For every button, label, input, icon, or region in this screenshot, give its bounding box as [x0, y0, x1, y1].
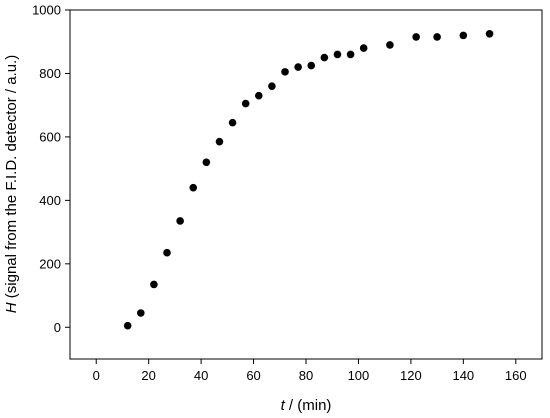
data-point	[320, 53, 329, 62]
x-tick-label: 100	[348, 368, 370, 383]
plot-frame	[69, 9, 543, 360]
x-tick-label: 80	[299, 368, 313, 383]
y-axis-title: H (signal from the F.I.D. detector / a.u…	[3, 55, 20, 313]
data-point	[150, 280, 158, 289]
x-axis-ticks: 0 20 40 60 80 100 120 140 160	[93, 359, 527, 383]
data-point	[412, 33, 420, 41]
data-points	[123, 29, 494, 330]
x-tick-label: 40	[194, 368, 208, 383]
data-point	[281, 68, 289, 76]
y-tick-label: 600	[39, 129, 61, 144]
data-point	[137, 309, 145, 317]
x-tick-label: 20	[141, 368, 155, 383]
data-point	[254, 91, 263, 100]
data-point	[359, 44, 368, 52]
data-point	[333, 50, 342, 59]
data-point	[307, 61, 316, 70]
y-tick-label: 0	[54, 320, 61, 335]
data-point	[202, 158, 211, 167]
x-tick-label: 160	[505, 368, 527, 383]
y-tick-label: 1000	[32, 3, 61, 18]
x-tick-label: 0	[93, 368, 100, 383]
data-point	[386, 41, 394, 49]
x-axis-title: t / (min)	[281, 397, 332, 414]
data-point	[228, 118, 237, 127]
data-point	[485, 29, 494, 38]
data-point	[346, 50, 355, 59]
y-tick-label: 200	[39, 256, 61, 271]
x-tick-label: 140	[452, 368, 474, 383]
data-point	[123, 321, 132, 330]
x-tick-label: 60	[246, 368, 260, 383]
data-point	[189, 183, 198, 192]
data-point	[241, 99, 250, 108]
data-point	[433, 33, 441, 41]
y-tick-label: 400	[39, 193, 61, 208]
data-point	[294, 63, 302, 71]
y-axis-ticks: 0 200 400 600 800 1000	[32, 3, 70, 335]
data-point	[176, 217, 184, 225]
data-point	[268, 82, 276, 90]
data-point	[459, 31, 468, 40]
x-tick-label: 120	[400, 368, 422, 383]
data-point	[163, 248, 171, 257]
y-tick-label: 800	[39, 66, 61, 81]
data-point	[215, 137, 224, 146]
